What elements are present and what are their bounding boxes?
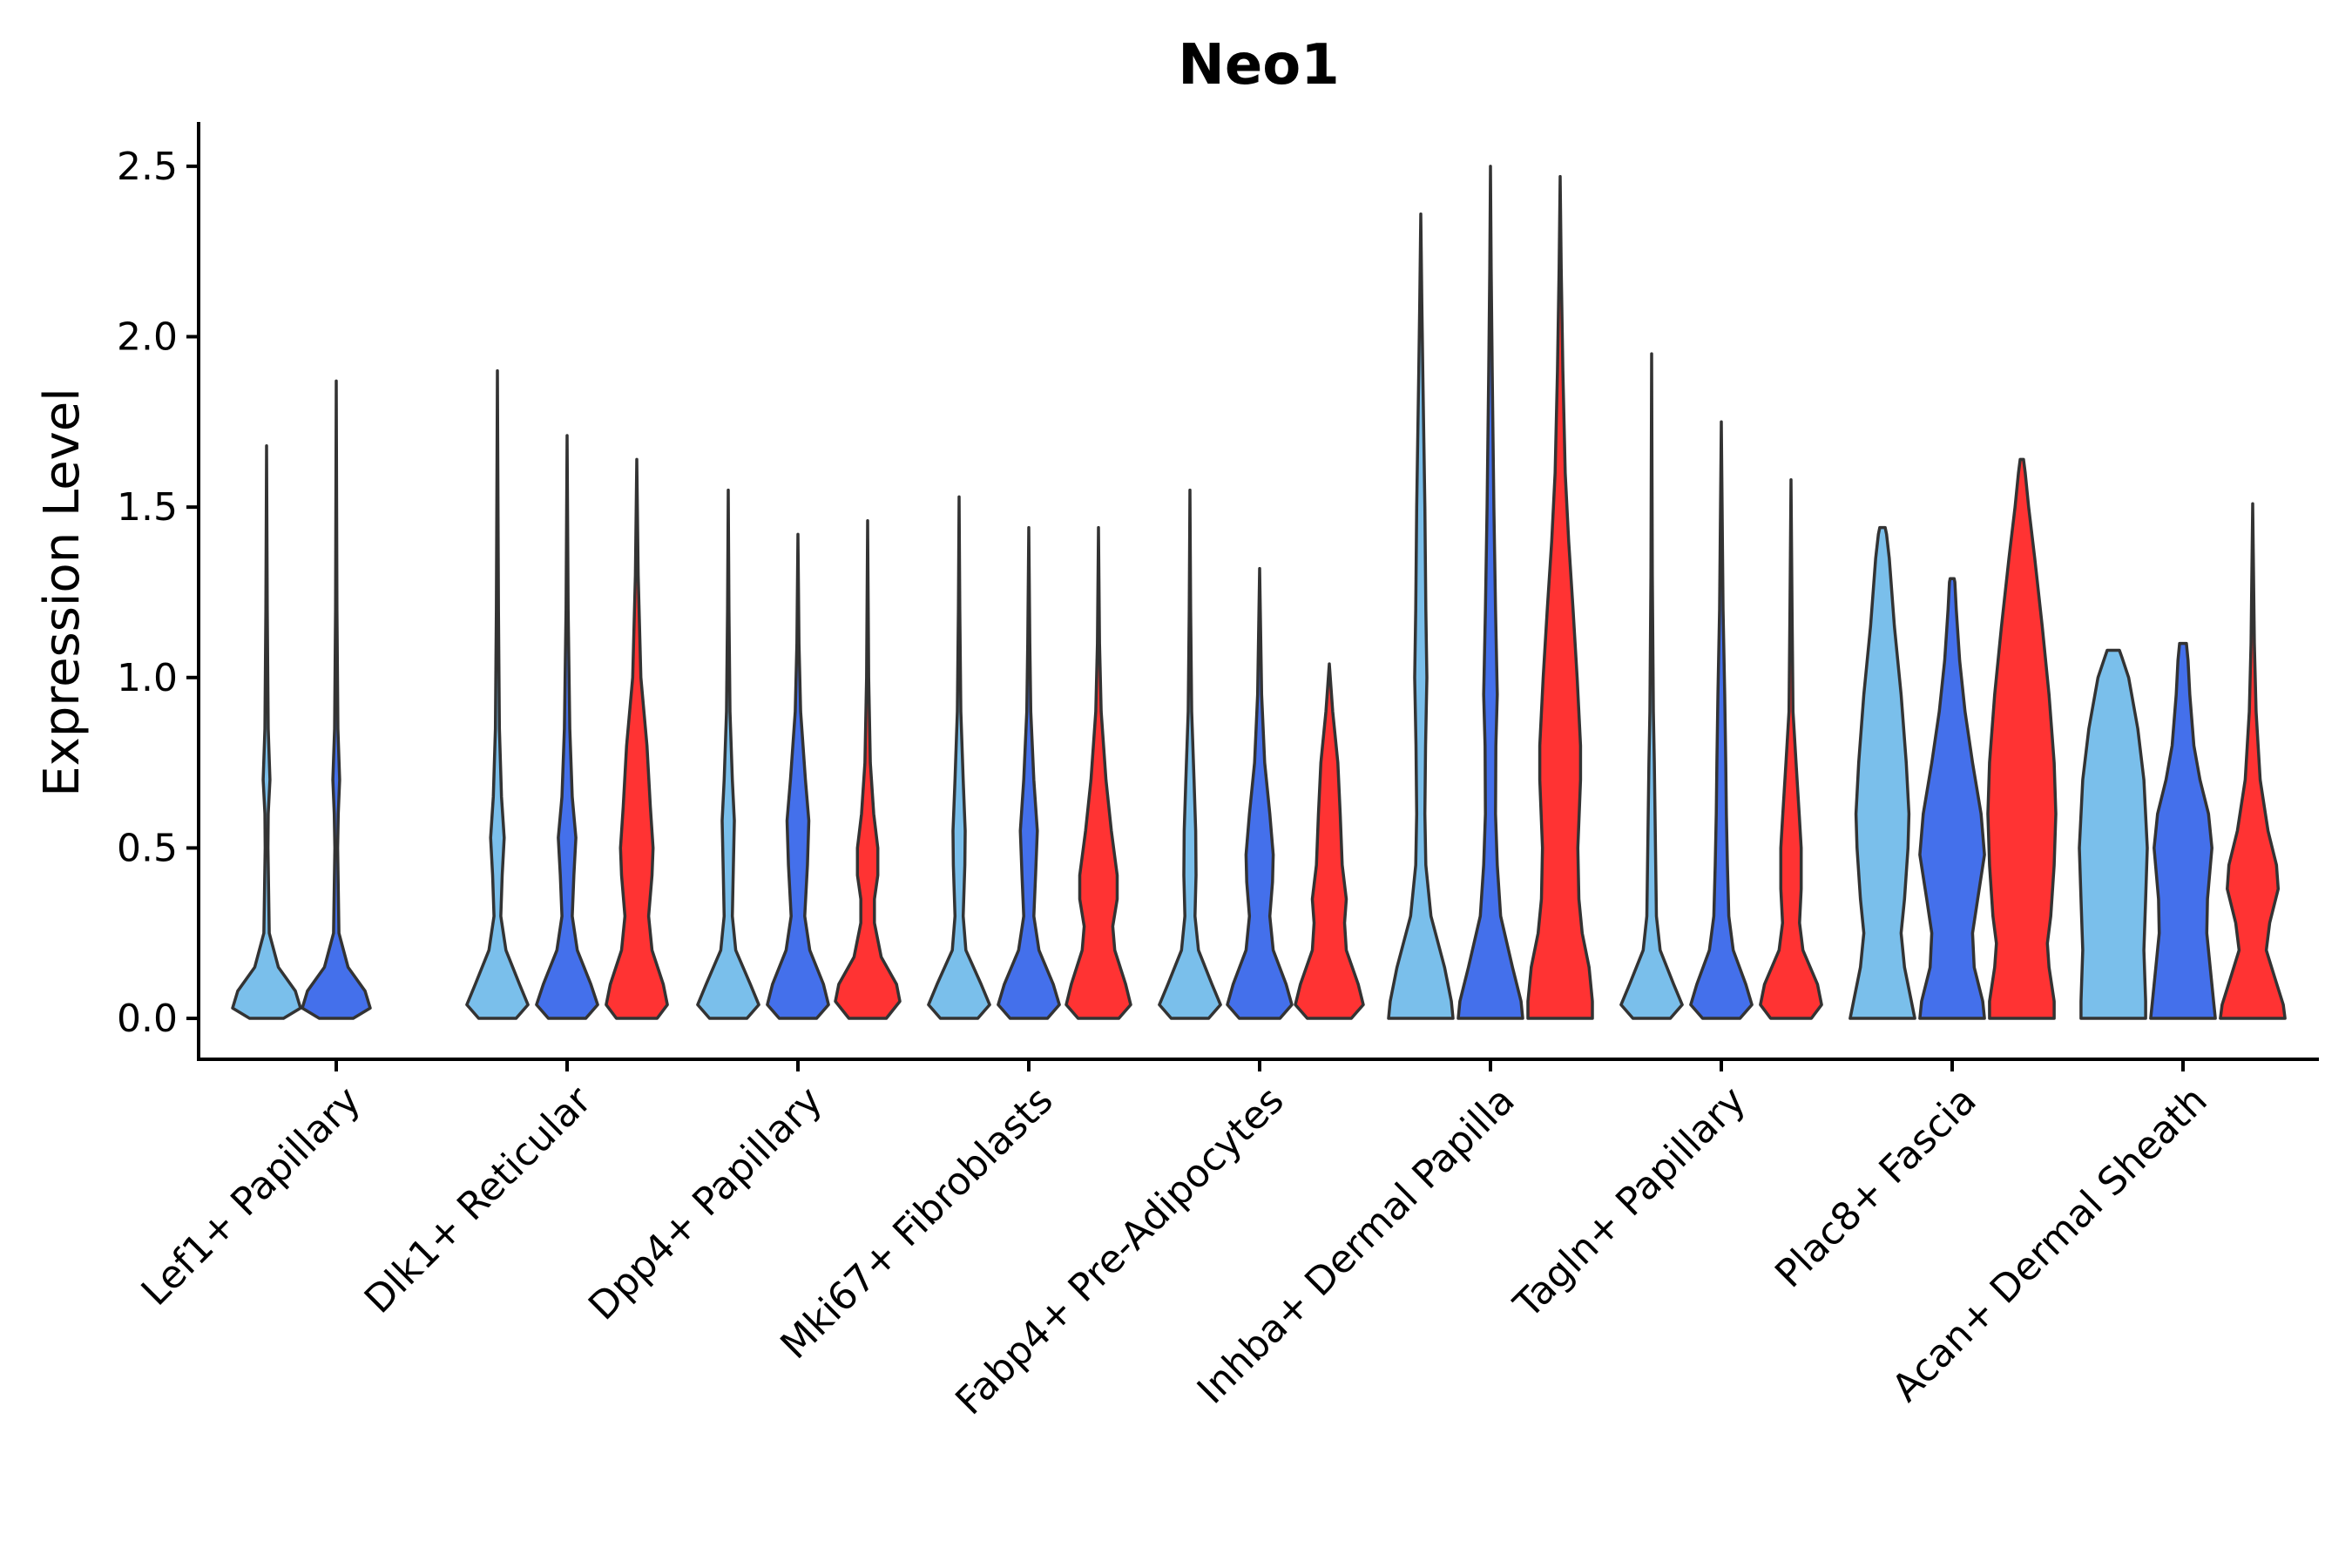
- y-tick-label: 0.5: [117, 826, 178, 870]
- violin-acan-dermal-sheath-series-2: [2149, 641, 2217, 1020]
- violin-plac8-fascia-series-1: [1848, 525, 1916, 1020]
- violin-inhba-dermal-papilla-series-1: [1387, 212, 1455, 1020]
- violin-dpp4-papillary-series-2: [766, 532, 830, 1020]
- violin-dlk1-reticular-series-3: [605, 457, 669, 1020]
- x-tick-label: Dpp4+ Papillary: [580, 1078, 831, 1329]
- violin-lef1-papillary-series-1: [231, 443, 302, 1020]
- violin-dlk1-reticular-series-1: [465, 368, 530, 1020]
- violin-tagln-papillary-series-3: [1759, 478, 1823, 1020]
- x-tick-label: Dlk1+ Reticular: [356, 1078, 601, 1322]
- violin-inhba-dermal-papilla-series-2: [1456, 165, 1524, 1020]
- violin-fabp4-pre-adipocytes-series-2: [1226, 566, 1294, 1020]
- y-tick-label: 1.5: [117, 485, 178, 530]
- violin-fabp4-pre-adipocytes-series-1: [1158, 488, 1222, 1020]
- y-tick-label: 2.5: [117, 145, 178, 189]
- x-tick-label: Tagln+ Papillary: [1505, 1078, 1754, 1328]
- y-axis: 0.0 0.5 1.0 1.5 2.0 2.5: [117, 122, 200, 1059]
- chart-title: Neo1: [1178, 33, 1339, 98]
- y-axis-label: Expression Level: [34, 388, 91, 797]
- violin-plac8-fascia-series-2: [1918, 577, 1986, 1020]
- y-tick-label: 1.0: [117, 656, 178, 700]
- violin-plot-area: [231, 165, 2287, 1020]
- y-tick-label: 2.0: [117, 315, 178, 360]
- violin-mki67-fibroblasts-series-2: [997, 525, 1061, 1020]
- violin-fabp4-pre-adipocytes-series-3: [1294, 662, 1365, 1020]
- violin-dpp4-papillary-series-3: [834, 519, 902, 1020]
- violin-mki67-fibroblasts-series-1: [927, 495, 991, 1020]
- violin-lef1-papillary-series-2: [301, 379, 372, 1020]
- x-tick-label: Lef1+ Papillary: [133, 1078, 369, 1315]
- violin-tagln-papillary-series-1: [1619, 352, 1684, 1020]
- violin-tagln-papillary-series-2: [1689, 420, 1754, 1020]
- violin-plac8-fascia-series-3: [1986, 457, 2058, 1020]
- violin-mki67-fibroblasts-series-3: [1064, 525, 1132, 1020]
- violin-acan-dermal-sheath-series-1: [2078, 648, 2149, 1020]
- y-tick-label: 0.0: [117, 997, 178, 1041]
- violin-acan-dermal-sheath-series-3: [2219, 502, 2287, 1020]
- violin-inhba-dermal-papilla-series-3: [1526, 174, 1594, 1020]
- x-tick-label: Plac8+ Fascia: [1767, 1078, 1985, 1297]
- violin-dpp4-papillary-series-1: [696, 488, 760, 1020]
- violin-dlk1-reticular-series-2: [535, 434, 599, 1020]
